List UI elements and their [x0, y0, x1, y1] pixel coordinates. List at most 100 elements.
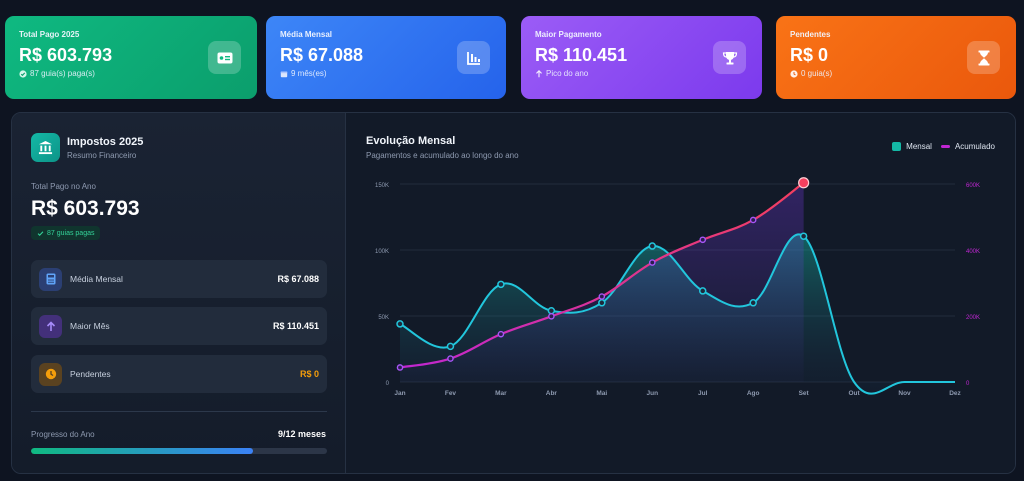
kpi-card-media-mensal[interactable]: Média Mensal R$ 67.088 9 mês(es) [266, 16, 506, 99]
point-mensal [799, 232, 808, 240]
stat-value: R$ 110.451 [272, 321, 319, 331]
paid-badge: 87 guias pagas [31, 226, 101, 240]
kpi-sub-text: 87 guia(s) paga(s) [30, 69, 95, 78]
stat-row-maior-mes[interactable]: Maior Mês R$ 110.451 [31, 307, 327, 345]
point-mensal [446, 342, 455, 351]
y-tick-label-left: 50K [378, 315, 389, 321]
kpi-sub-text: 9 mês(es) [291, 69, 327, 78]
kpi-title: Média Mensal [280, 30, 333, 39]
x-tick-label: Jun [646, 390, 658, 397]
stat-value: R$ 0 [299, 369, 319, 379]
check-circle-icon [19, 69, 27, 78]
kpi-value: R$ 110.451 [535, 45, 628, 65]
point-mensal [698, 287, 707, 295]
chart-title: Evolução Mensal [366, 135, 456, 147]
x-tick-label: Dez [949, 390, 961, 397]
clock-icon [39, 362, 62, 386]
kpi-sub: 87 guia(s) paga(s) [19, 69, 243, 78]
clock-icon [790, 69, 798, 78]
point-mensal [547, 306, 556, 315]
legend-swatch [892, 142, 902, 151]
y-tick-label-left: 0 [386, 381, 390, 387]
y-tick-label-left: 150K [375, 183, 389, 189]
chart-subtitle: Pagamentos e acumulado ao longo do ano [366, 151, 519, 160]
stat-value: R$ 67.088 [277, 274, 319, 284]
stat-label: Média Mensal [70, 274, 123, 284]
y-tick-label-left: 100K [375, 249, 389, 255]
progress-bar [31, 448, 327, 454]
trophy-icon [713, 41, 746, 74]
bank-icon [31, 133, 60, 162]
stat-row-media-mensal[interactable]: Média Mensal R$ 67.088 [31, 260, 327, 298]
kpi-title: Pendentes [790, 30, 831, 39]
point-acumulado [648, 259, 656, 266]
point-mensal [598, 299, 606, 307]
point-acumulado [598, 293, 606, 300]
kpi-sub-text: 0 guia(s) [801, 69, 833, 78]
arrow-up-icon [536, 69, 542, 77]
point-acumulado [497, 330, 505, 338]
chart-legend: Mensal Acumulado [892, 142, 995, 151]
total-label: Total Pago no Ano [31, 182, 96, 191]
summary-subtitle: Resumo Financeiro [67, 151, 137, 160]
summary-title: Impostos 2025 [67, 136, 144, 148]
money-bill-icon [208, 41, 241, 74]
check-icon [37, 230, 44, 236]
point-mensal [396, 320, 404, 328]
x-tick-label: Mai [596, 390, 607, 397]
bar-chart-icon [457, 41, 490, 74]
calculator-icon [39, 267, 62, 291]
legend-label: Mensal [906, 142, 932, 151]
point-mensal [497, 280, 505, 289]
legend-item-acumulado[interactable]: Acumulado [940, 142, 995, 151]
kpi-sub-text: Pico do ano [546, 69, 589, 78]
kpi-value: R$ 0 [790, 45, 829, 65]
paid-badge-text: 87 guias pagas [47, 229, 95, 237]
stat-label: Pendentes [70, 369, 111, 379]
legend-label: Acumulado [954, 142, 995, 151]
arrow-up-icon [39, 314, 62, 338]
y-tick-label-right: 200K [966, 315, 980, 321]
point-acumulado [699, 236, 707, 244]
point-acumulado [447, 355, 454, 362]
kpi-sub: 9 mês(es) [280, 69, 492, 78]
legend-swatch [940, 145, 950, 148]
legend-item-mensal[interactable]: Mensal [892, 142, 932, 151]
kpi-value: R$ 603.793 [19, 45, 113, 65]
kpi-title: Maior Pagamento [535, 30, 602, 39]
point-acumulado-peak [798, 177, 810, 189]
main-panel: Impostos 2025 Resumo Financeiro Total Pa… [11, 112, 1016, 474]
progress-value: 9/12 meses [277, 429, 326, 439]
series-area-acumulado [400, 182, 804, 382]
progress-bar-fill [31, 448, 253, 454]
x-tick-label: Abr [546, 390, 558, 397]
point-mensal [749, 299, 757, 307]
x-tick-label: Ago [747, 390, 760, 397]
point-acumulado [396, 364, 404, 371]
kpi-title: Total Pago 2025 [19, 30, 80, 39]
x-tick-label: Jul [698, 390, 708, 397]
x-tick-label: Nov [898, 390, 911, 397]
point-mensal [648, 242, 657, 250]
kpi-sub: Pico do ano [535, 69, 748, 78]
stat-label: Maior Mês [70, 321, 110, 331]
summary-panel: Impostos 2025 Resumo Financeiro Total Pa… [12, 113, 346, 473]
progress-label: Progresso do Ano [31, 430, 95, 439]
y-tick-label-right: 400K [966, 249, 980, 255]
kpi-card-total-pago[interactable]: Total Pago 2025 R$ 603.793 87 guia(s) pa… [5, 16, 257, 99]
x-tick-label: Mar [495, 390, 507, 397]
x-tick-label: Set [799, 390, 810, 397]
x-tick-label: Jan [394, 390, 405, 397]
divider [31, 411, 327, 412]
kpi-sub: 0 guia(s) [790, 69, 1002, 78]
stat-row-pendentes[interactable]: Pendentes R$ 0 [31, 355, 327, 393]
hourglass-icon [967, 41, 1000, 74]
point-acumulado [548, 313, 555, 320]
kpi-card-maior-pagamento[interactable]: Maior Pagamento R$ 110.451 Pico do ano [521, 16, 762, 99]
total-value: R$ 603.793 [31, 197, 140, 220]
y-tick-label-right: 600K [966, 183, 980, 189]
x-tick-label: Out [848, 390, 860, 397]
kpi-card-pendentes[interactable]: Pendentes R$ 0 0 guia(s) [776, 16, 1016, 99]
calendar-icon [280, 71, 288, 77]
kpi-value: R$ 67.088 [280, 45, 364, 65]
